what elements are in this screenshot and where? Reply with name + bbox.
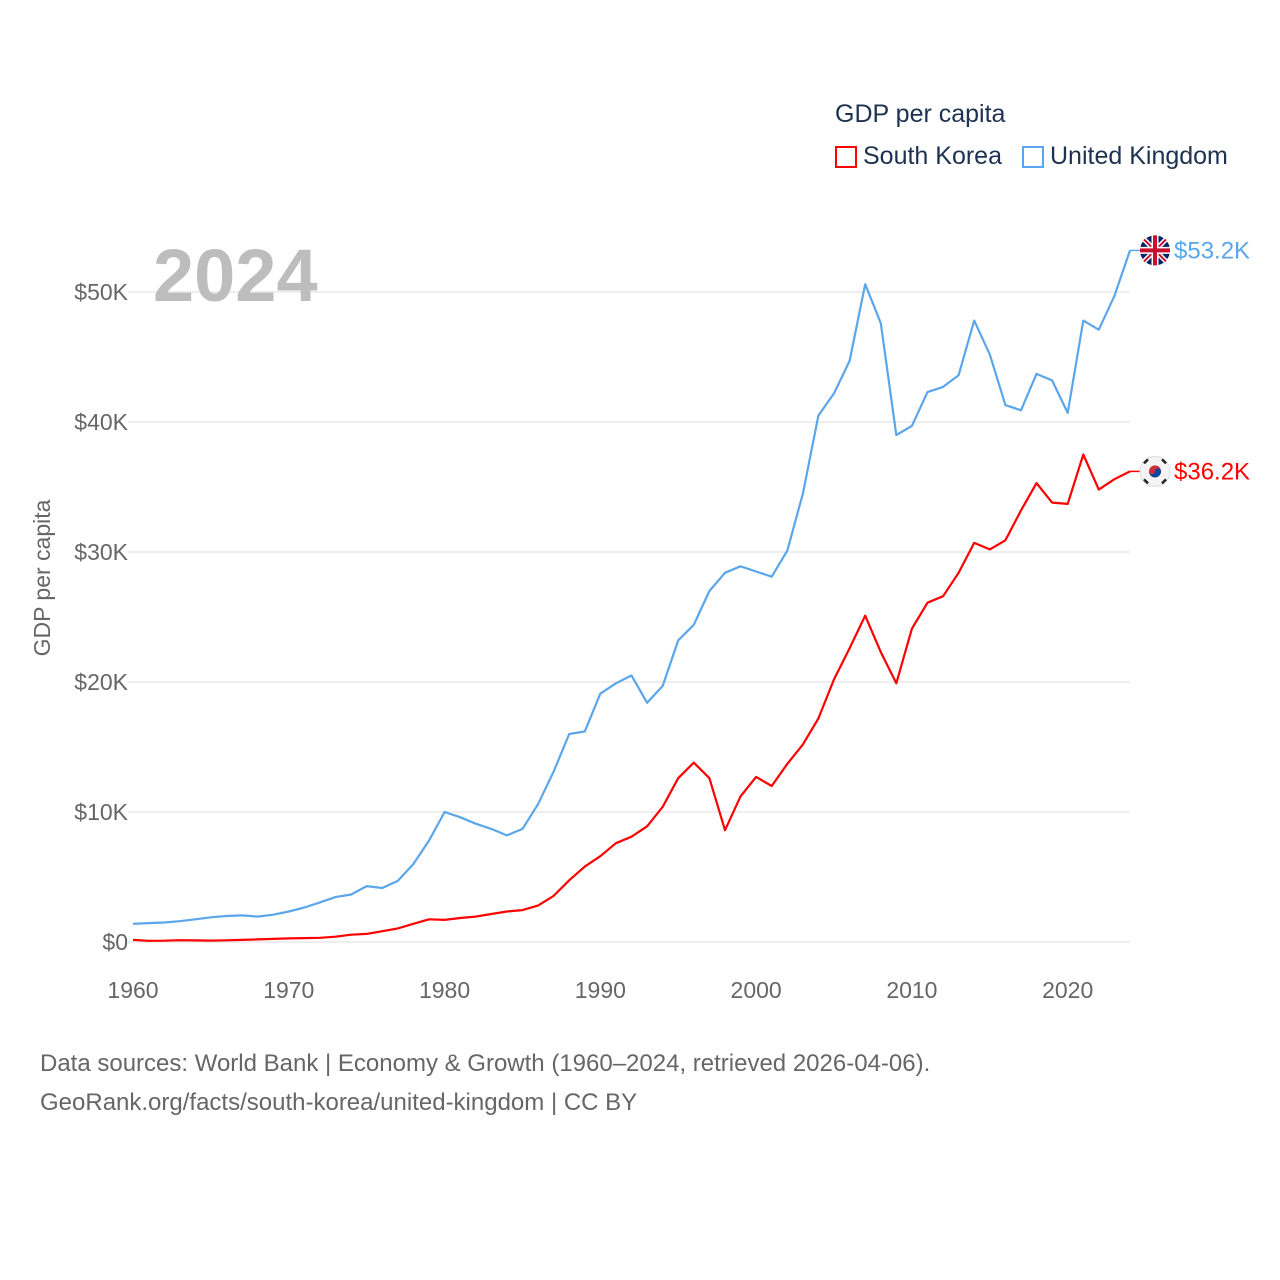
y-tick-label: $50K [74,279,128,305]
legend-swatch-united-kingdom [1022,145,1044,168]
united-kingdom-flag-icon [1140,235,1170,266]
gridlines [128,291,1130,943]
end-labels: $53.2K $36.2K [1130,235,1250,487]
footer: Data sources: World Bank | Economy & Gro… [40,1044,930,1122]
y-tick-label: $30K [74,539,128,565]
x-tick-label: 1960 [107,977,158,1003]
legend-item-united-kingdom[interactable]: United Kingdom [1022,142,1228,171]
series-line-south-korea [132,453,1131,942]
y-axis-ticks: $0 $10K $20K $30K $40K $50K [74,279,128,955]
series-lines [132,250,1132,942]
x-tick-label: 2020 [1042,977,1093,1003]
footer-link[interactable]: GeoRank.org/facts/south-korea/united-kin… [40,1089,638,1116]
footer-sources: Data sources: World Bank | Economy & Gro… [40,1050,931,1077]
x-tick-label: 1980 [419,977,470,1003]
x-axis-ticks: 1960 1970 1980 1990 2000 2010 2020 [107,977,1093,1003]
flag-cross-red [1140,235,1170,266]
y-axis-label: GDP per capita [29,499,55,656]
south-korea-flag-icon [1139,455,1171,487]
x-tick-label: 1990 [575,977,626,1003]
y-tick-label: $20K [74,669,128,695]
x-tick-label: 2000 [731,977,782,1003]
legend-label: South Korea [863,142,1002,170]
y-tick-label: $40K [74,409,128,435]
legend: South Korea United Kingdom [835,142,1228,171]
year-watermark: 2024 [153,234,318,317]
x-tick-label: 2010 [886,977,937,1003]
y-tick-label: $0 [102,929,128,955]
legend-swatch-south-korea [835,145,857,168]
flag-taegeuk-blue [1149,468,1161,478]
end-value-label: $36.2K [1174,458,1250,485]
legend-item-south-korea[interactable]: South Korea [835,142,1002,171]
y-tick-label: $10K [74,799,128,825]
flag-trigrams [1143,458,1167,485]
end-value-label: $53.2K [1174,237,1250,264]
legend-label: United Kingdom [1050,142,1228,170]
series-line-united-kingdom [132,250,1132,925]
legend-title: GDP per capita [835,100,1006,128]
x-tick-label: 1970 [263,977,314,1003]
